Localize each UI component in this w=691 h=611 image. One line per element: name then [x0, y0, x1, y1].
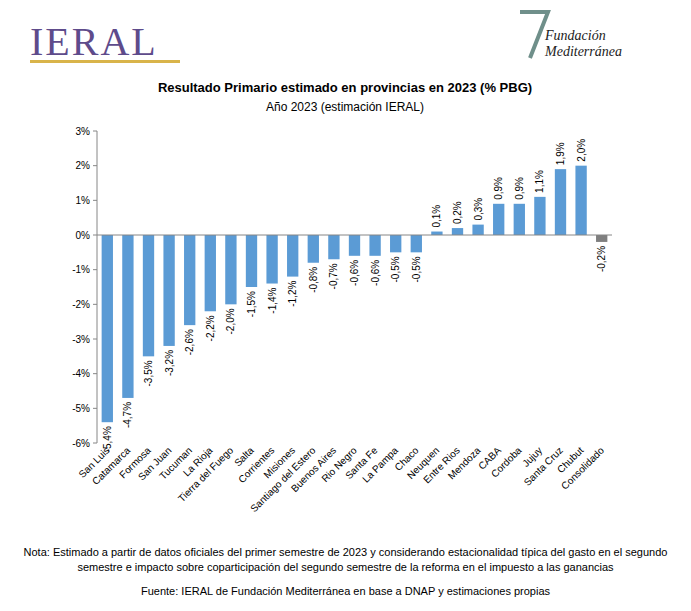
bar — [369, 235, 380, 256]
data-label: -0,5% — [411, 256, 422, 282]
x-tick-label: Cordoba — [489, 444, 524, 479]
bar — [308, 235, 319, 263]
x-tick-label: Tierra del Fuego — [176, 444, 236, 504]
y-tick — [93, 373, 97, 374]
bar — [266, 235, 277, 284]
data-label: -0,2% — [596, 246, 607, 272]
y-tick — [93, 304, 97, 305]
logos: IERAL FundaciónMediterránea — [30, 12, 622, 64]
chart-canvas: IERAL FundaciónMediterránea Resultado Prim… — [0, 0, 691, 611]
y-tick — [93, 235, 97, 236]
source: Fuente: IERAL de Fundación Mediterránea … — [20, 584, 671, 599]
x-tick-label: Consolidado — [559, 444, 606, 491]
logo-right: Mediterránea — [544, 44, 622, 59]
data-label: 1,9% — [555, 142, 566, 165]
data-label: 0,2% — [452, 201, 463, 224]
logo-underline — [30, 60, 180, 63]
bar — [411, 235, 422, 252]
zero-line — [97, 235, 612, 236]
data-label: 1,1% — [534, 170, 545, 193]
y-axis: -6% -5% -4% -3% -2% -1% 0% 1% 2% 3% — [72, 126, 97, 449]
bar — [143, 235, 154, 356]
bar — [596, 235, 607, 242]
y-tick — [93, 165, 97, 166]
data-label: -0,6% — [349, 260, 360, 286]
data-label: -2,2% — [205, 315, 216, 341]
data-labels: -5,4%-4,7%-3,5%-3,2%-2,6%-2,2%-2,0%-1,5%… — [102, 139, 607, 453]
data-label: 0,1% — [431, 205, 442, 228]
bar — [184, 235, 195, 325]
y-tick-label: -4% — [72, 368, 90, 379]
data-label: -4,7% — [122, 402, 133, 428]
bar — [328, 235, 339, 259]
data-label: -0,8% — [308, 267, 319, 293]
data-label: -3,2% — [164, 350, 175, 376]
bar — [122, 235, 133, 398]
y-tick-label: -3% — [72, 334, 90, 345]
y-tick-label: -6% — [72, 438, 90, 449]
data-label: 0,9% — [514, 177, 525, 200]
y-tick — [93, 200, 97, 201]
y-tick — [93, 339, 97, 340]
bar — [472, 225, 483, 235]
bar — [534, 197, 545, 235]
data-label: -3,5% — [143, 360, 154, 386]
y-tick — [93, 131, 97, 132]
data-label: -2,0% — [225, 308, 236, 334]
y-tick-label: 2% — [76, 160, 91, 171]
data-label: -0,7% — [328, 263, 339, 289]
bar — [163, 235, 174, 346]
x-axis: San LuisCatamarcaFormosaSan JuanTucumanL… — [76, 444, 606, 514]
y-tick-label: -2% — [72, 299, 90, 310]
y-tick — [93, 269, 97, 270]
bar — [575, 166, 586, 235]
data-label: 2,0% — [576, 139, 587, 162]
bar — [287, 235, 298, 277]
bar — [102, 235, 113, 422]
chart-subtitle: Año 2023 (estimación IERAL) — [266, 100, 424, 114]
y-tick-label: -5% — [72, 403, 90, 414]
bar — [514, 204, 525, 235]
bar — [205, 235, 216, 311]
bar — [225, 235, 236, 304]
logo-mark — [520, 12, 548, 58]
data-label: -2,6% — [184, 329, 195, 355]
data-label: -1,2% — [287, 280, 298, 306]
y-tick — [93, 408, 97, 409]
data-label: 0,3% — [473, 198, 484, 221]
bar — [246, 235, 257, 287]
bars — [102, 166, 608, 423]
bar — [390, 235, 401, 252]
data-label: -1,5% — [246, 291, 257, 317]
y-tick-label: 0% — [76, 230, 91, 241]
y-tick — [93, 443, 97, 444]
data-label: -0,6% — [370, 260, 381, 286]
logo-right: Fundación — [544, 28, 606, 43]
data-label: -0,5% — [390, 256, 401, 282]
bar — [555, 169, 566, 235]
bar — [452, 228, 463, 235]
logo-left: IERAL — [30, 19, 158, 64]
chart-title: Resultado Primario estimado en provincia… — [158, 80, 532, 95]
bar — [431, 232, 442, 235]
bar — [349, 235, 360, 256]
y-tick-label: -1% — [72, 264, 90, 275]
data-label: 0,9% — [493, 177, 504, 200]
y-tick-label: 1% — [76, 195, 91, 206]
y-tick-label: 3% — [76, 126, 91, 137]
note: Nota: Estimado a partir de datos oficial… — [20, 545, 671, 575]
bar — [493, 204, 504, 235]
data-label: -1,4% — [267, 287, 278, 313]
y-axis-line — [97, 131, 98, 443]
